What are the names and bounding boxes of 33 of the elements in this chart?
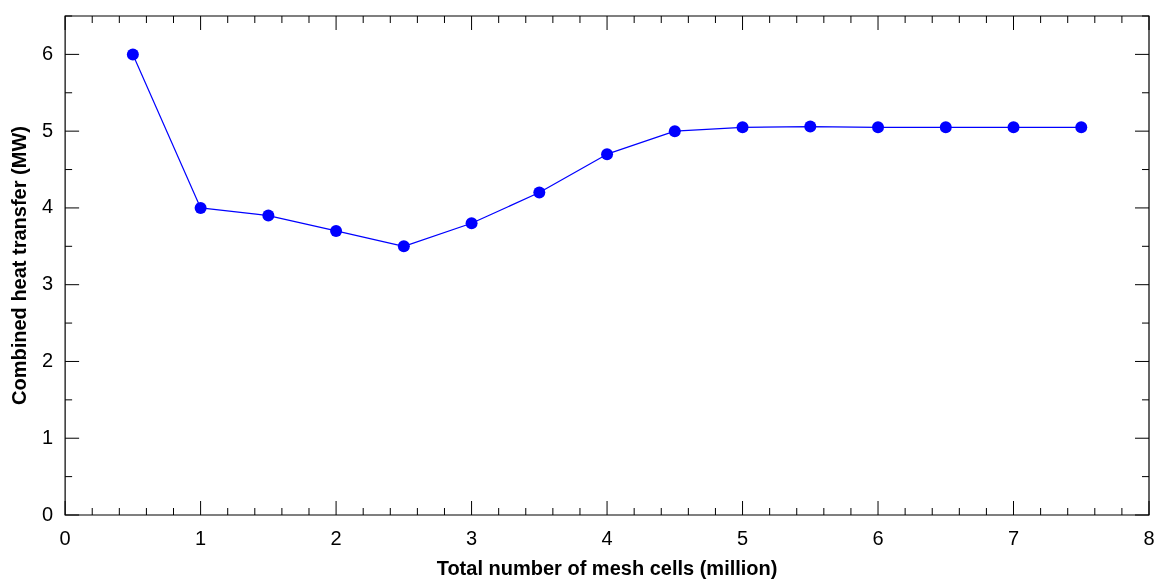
y-tick-label: 6 [42, 41, 54, 64]
point [804, 120, 817, 133]
point [668, 125, 681, 138]
point [601, 148, 614, 161]
x-tick-label: 1 [195, 526, 207, 549]
x-tick-label: 3 [466, 526, 478, 549]
point [194, 201, 207, 214]
x-tick-label: 2 [330, 526, 342, 549]
x-tick-label: 0 [59, 526, 71, 549]
point [262, 209, 275, 222]
point [736, 121, 749, 134]
point [330, 224, 343, 237]
point [1075, 121, 1088, 134]
point [533, 186, 546, 199]
x-tick-label: 8 [1143, 526, 1155, 549]
y-tick-label: 2 [42, 348, 54, 371]
y-tick-label: 5 [42, 118, 54, 141]
point [126, 48, 139, 61]
x-axis-title: Total number of mesh cells (million) [436, 556, 778, 579]
point [1007, 121, 1020, 134]
y-tick-label: 4 [42, 195, 54, 218]
y-tick-label: 1 [42, 425, 54, 448]
point [872, 121, 885, 134]
y-tick-label: 0 [42, 502, 54, 525]
y-axis-title: Combined heat transfer (MW) [7, 126, 30, 405]
x-tick-label: 6 [872, 526, 884, 549]
point [465, 217, 478, 230]
y-tick-label: 3 [42, 272, 54, 295]
point [939, 121, 952, 134]
x-tick-label: 5 [736, 526, 749, 549]
point [397, 240, 410, 253]
x-tick-label: 7 [1007, 526, 1020, 549]
x-tick-label: 4 [601, 526, 613, 549]
